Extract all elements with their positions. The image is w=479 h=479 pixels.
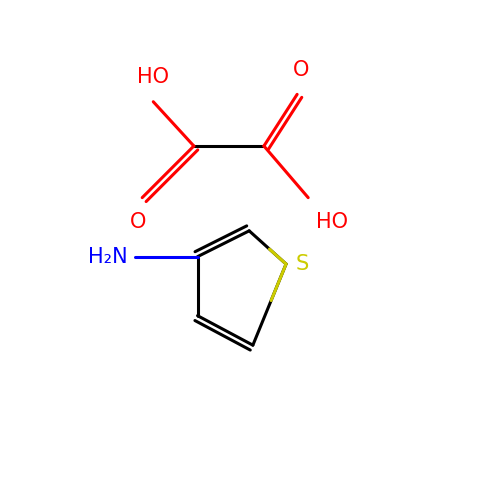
Text: HO: HO xyxy=(137,67,169,87)
Text: O: O xyxy=(130,212,147,232)
Text: O: O xyxy=(293,59,309,80)
Text: S: S xyxy=(295,254,308,274)
Text: H₂N: H₂N xyxy=(88,247,127,267)
Text: HO: HO xyxy=(316,212,348,232)
